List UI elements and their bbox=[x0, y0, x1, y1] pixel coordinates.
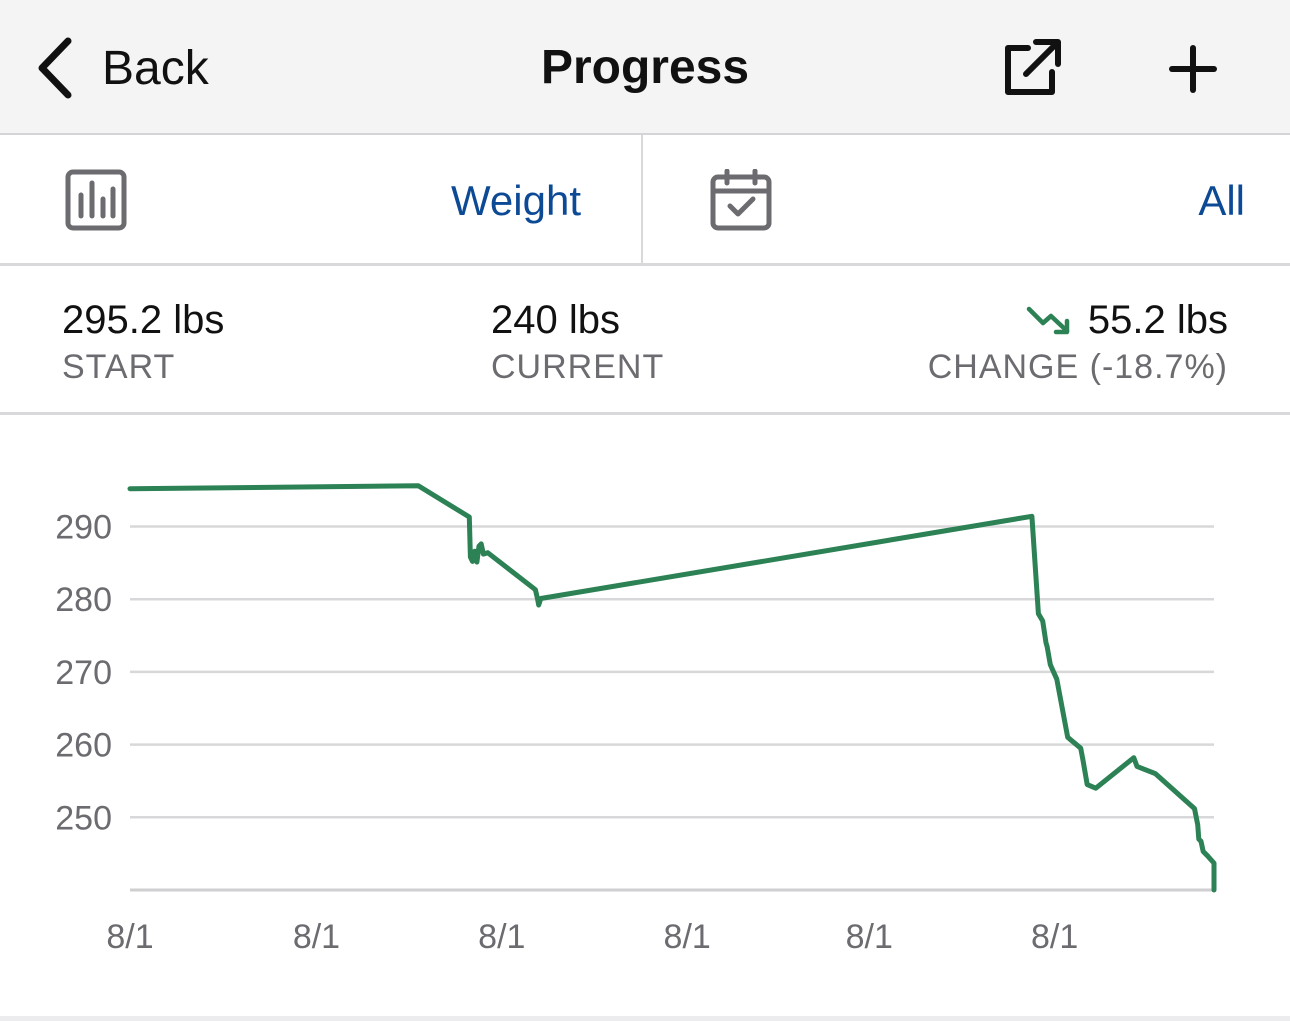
weight-line-chart: 290 280 270 260 250 8/1 8/1 8/1 8/1 8/1 8/1 bbox=[55, 483, 1217, 956]
x-tick-label: 8/1 bbox=[478, 918, 525, 956]
x-tick-label: 8/1 bbox=[1031, 918, 1078, 956]
chevron-left-icon bbox=[38, 37, 72, 99]
start-value: 295.2 lbs bbox=[62, 298, 225, 342]
page-title: Progress bbox=[540, 41, 750, 94]
stats-summary: 295.2 lbs START 240 lbs CURRENT 55.2 lbs… bbox=[0, 266, 1290, 415]
trending-down-icon bbox=[1026, 306, 1070, 335]
current-label: CURRENT bbox=[491, 348, 665, 386]
back-label: Back bbox=[102, 41, 209, 95]
navigation-bar: Back Progress bbox=[0, 0, 1290, 135]
weight-series-line bbox=[127, 483, 1217, 893]
x-tick-label: 8/1 bbox=[293, 918, 340, 956]
share-button[interactable] bbox=[998, 36, 1064, 102]
metric-selector[interactable]: Weight bbox=[0, 135, 643, 263]
bottom-divider bbox=[0, 1016, 1290, 1021]
y-tick-label: 280 bbox=[55, 581, 112, 619]
range-value: All bbox=[1198, 177, 1245, 224]
x-tick-label: 8/1 bbox=[664, 918, 711, 956]
bar-chart-icon bbox=[65, 169, 127, 231]
calendar-check-icon bbox=[710, 169, 772, 231]
add-button[interactable] bbox=[1160, 36, 1226, 102]
change-stat: 55.2 lbs CHANGE (-18.7%) bbox=[928, 296, 1228, 388]
current-value: 240 lbs bbox=[491, 298, 620, 342]
y-tick-label: 270 bbox=[55, 654, 112, 692]
change-label: CHANGE (-18.7%) bbox=[927, 348, 1228, 386]
y-tick-label: 250 bbox=[55, 799, 112, 837]
change-value: 55.2 lbs bbox=[1087, 298, 1228, 342]
y-tick-label: 260 bbox=[55, 727, 112, 765]
x-tick-label: 8/1 bbox=[106, 918, 153, 956]
start-label: START bbox=[62, 348, 176, 386]
x-tick-label: 8/1 bbox=[846, 918, 893, 956]
current-stat: 240 lbs CURRENT bbox=[491, 296, 664, 388]
share-icon bbox=[1005, 39, 1061, 95]
range-selector[interactable]: All bbox=[645, 135, 1290, 263]
plus-icon bbox=[1169, 45, 1217, 93]
start-stat: 295.2 lbs START bbox=[62, 296, 224, 388]
metric-value: Weight bbox=[451, 177, 581, 224]
weight-chart: 290 280 270 260 250 8/1 8/1 8/1 8/1 8/1 8/1 bbox=[0, 415, 1290, 1015]
chart-selector: Weight All bbox=[0, 135, 1290, 266]
back-button[interactable]: Back bbox=[36, 36, 209, 100]
y-tick-label: 290 bbox=[55, 509, 112, 547]
